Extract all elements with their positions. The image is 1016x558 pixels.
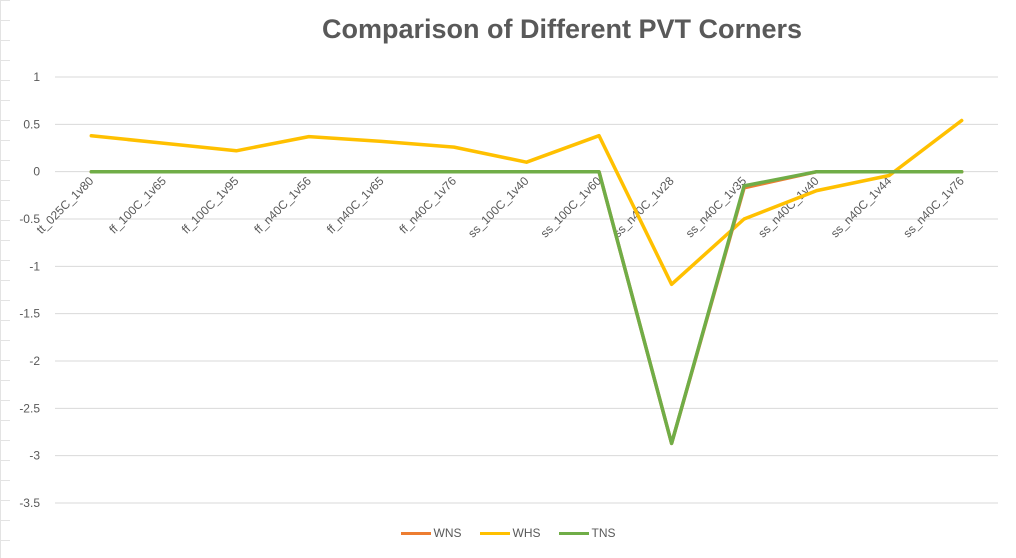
y-tick-label: -0.5	[19, 212, 40, 226]
legend-label-tns: TNS	[591, 526, 616, 540]
x-tick-label: ff_100C_1v65	[106, 174, 169, 237]
series-line-tns	[89, 169, 964, 446]
chart-area	[10, 0, 1016, 558]
x-tick-label: ff_n40C_1v56	[251, 174, 314, 237]
legend-item-tns[interactable]: TNS	[558, 526, 616, 540]
series-line-wns	[89, 169, 964, 446]
y-tick-label: -1.5	[19, 307, 40, 321]
x-tick-label: ff_n40C_1v76	[396, 174, 459, 237]
legend-item-whs[interactable]: WHS	[479, 526, 541, 540]
y-tick-label: -2.5	[19, 401, 40, 415]
legend-item-wns[interactable]: WNS	[400, 526, 462, 540]
y-tick-label: -2	[29, 354, 40, 368]
legend-label-whs: WHS	[512, 526, 541, 540]
x-tick-label: ss_100C_1v60	[538, 174, 605, 241]
series-line-whs	[89, 118, 964, 287]
x-tick-label: ff_100C_1v95	[179, 174, 242, 237]
y-tick-label: -1	[29, 259, 40, 273]
y-tick-label: 1	[33, 70, 40, 84]
y-tick-label: 0.5	[23, 117, 40, 131]
legend-label-wns: WNS	[433, 526, 462, 540]
y-tick-label: -3	[29, 449, 40, 463]
legend-swatch-whs	[479, 531, 510, 535]
y-tick-label: 0	[33, 165, 40, 179]
chart-title: Comparison of Different PVT Corners	[321, 14, 803, 44]
y-tick-label: -3.5	[19, 496, 40, 510]
x-tick-label: ss_n40C_1v76	[900, 174, 967, 241]
x-tick-label: ff_n40C_1v65	[324, 174, 387, 237]
x-tick-label: ss_100C_1v40	[465, 174, 532, 241]
x-tick-label: tt_025C_1v80	[34, 174, 97, 237]
chart-legend: WNS WHS TNS	[0, 526, 1016, 540]
legend-swatch-tns	[558, 531, 589, 535]
x-tick-label: ss_n40C_1v44	[828, 174, 895, 241]
legend-swatch-wns	[400, 531, 431, 535]
